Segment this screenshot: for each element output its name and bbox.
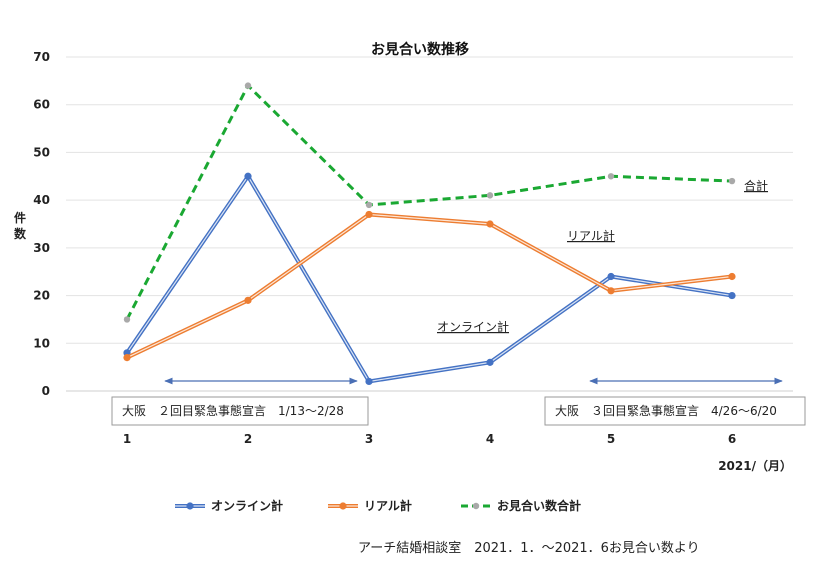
- chart-title: お見合い数推移: [371, 41, 469, 58]
- y-axis-label-part2: 数: [14, 226, 27, 241]
- x-tick-4: 4: [486, 432, 494, 446]
- legend-marker-2: [339, 502, 347, 510]
- x-tick-2: 2: [244, 432, 252, 446]
- x-tick-1: 1: [123, 432, 131, 446]
- series-label-3: 合計: [744, 178, 768, 193]
- series-label-1: オンライン計: [437, 319, 509, 334]
- series-2-line-outer: [126, 212, 733, 360]
- legend-marker-1: [186, 502, 194, 510]
- y-tick-10: 10: [33, 336, 50, 350]
- series-2-point-6: [728, 272, 736, 281]
- legend-label-2: リアル計: [364, 498, 412, 513]
- y-tick-60: 60: [33, 98, 50, 112]
- y-tick-0: 0: [42, 384, 50, 398]
- series-2-point-4: [486, 220, 494, 228]
- y-tick-labels: 0 10 20 30 40 50 60 70: [33, 50, 50, 398]
- legend: オンライン計 リアル計 お見合い数合計: [175, 498, 581, 513]
- series-3-point-4: [486, 192, 494, 199]
- series-3-point-6: [728, 177, 736, 185]
- series-2-point-1: [123, 354, 131, 362]
- x-tick-3: 3: [365, 432, 373, 446]
- series-1-line-outer: [125, 172, 733, 384]
- series-lines: [123, 82, 736, 386]
- series-1-point-6: [728, 291, 736, 300]
- series-3-point-2: [244, 82, 252, 89]
- series-3-point-5: [607, 173, 615, 180]
- y-tick-30: 30: [33, 241, 50, 255]
- series-2-point-3: [365, 210, 373, 219]
- x-tick-6: 6: [728, 432, 736, 446]
- series-2-line-inner: [126, 213, 733, 359]
- legend-label-3: お見合い数合計: [497, 498, 581, 513]
- annotation-box-2: [544, 396, 806, 426]
- x-axis-label: 2021/（月）: [718, 458, 792, 473]
- series-3-point-3: [365, 201, 373, 209]
- source-note: アーチ結婚相談室 2021．1．～2021．6お見合い数より: [358, 540, 700, 556]
- series-1-point-3: [365, 377, 373, 386]
- legend-marker-3: [472, 502, 480, 510]
- y-tick-40: 40: [33, 193, 50, 207]
- y-tick-20: 20: [33, 289, 50, 303]
- series-1-point-4: [486, 358, 494, 366]
- y-axis-label-part1: 件: [14, 210, 26, 225]
- series-inline-labels: オンライン計 リアル計 合計: [437, 178, 768, 334]
- series-label-2: リアル計: [567, 228, 615, 243]
- annotations: 大阪 ２回目緊急事態宣言 1/13～2/28 大阪 ３回目緊急事態宣言 4/26～…: [111, 377, 806, 426]
- y-tick-70: 70: [33, 50, 50, 64]
- x-tick-labels: 1 2 3 4 5 6: [123, 432, 736, 446]
- series-3-line: [125, 83, 733, 321]
- series-2-point-5: [607, 287, 615, 295]
- series-1-point-5: [607, 272, 615, 281]
- series-1-point-2: [244, 172, 252, 180]
- y-tick-50: 50: [33, 145, 50, 159]
- series-3-point-1: [123, 316, 131, 323]
- annotation-text-1: 大阪 ２回目緊急事態宣言 1/13～2/28: [122, 403, 344, 418]
- x-tick-5: 5: [607, 432, 615, 446]
- series-2-point-2: [244, 296, 252, 304]
- annotation-text-2: 大阪 ３回目緊急事態宣言 4/26～6/20: [555, 403, 777, 418]
- series-1-line-inner: [126, 175, 733, 383]
- annotation-box-1: [111, 396, 369, 426]
- legend-label-1: オンライン計: [211, 498, 283, 513]
